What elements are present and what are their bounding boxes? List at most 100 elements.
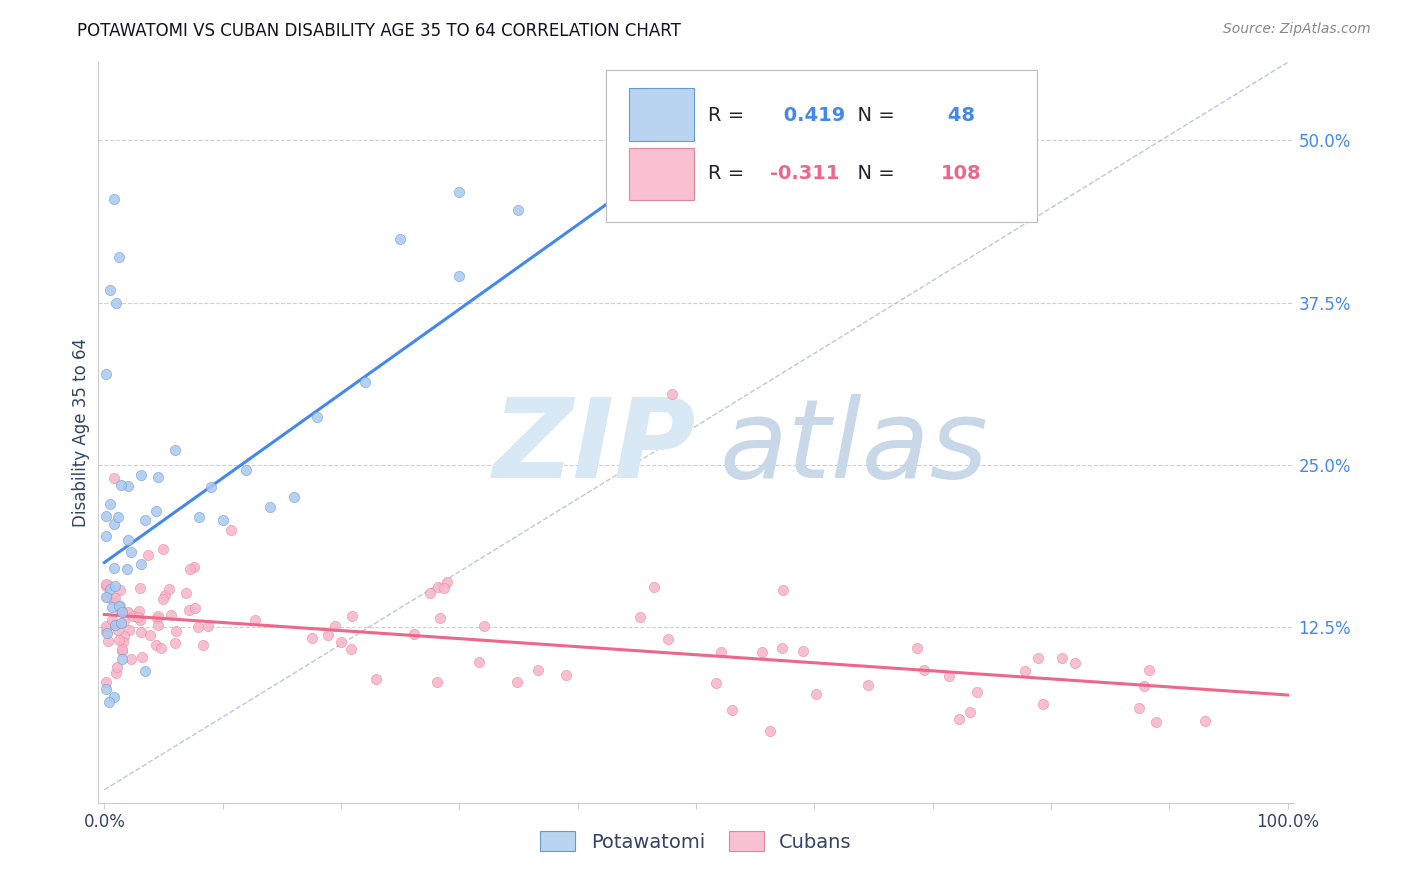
Point — [117, 479, 139, 493]
Point — [111, 652, 134, 666]
Point — [243, 613, 266, 627]
Point — [301, 632, 323, 646]
Point — [436, 575, 458, 590]
Point — [103, 471, 125, 485]
Point — [94, 577, 117, 591]
Text: 48: 48 — [941, 106, 974, 125]
Point — [127, 610, 149, 624]
Text: Source: ZipAtlas.com: Source: ZipAtlas.com — [1223, 22, 1371, 37]
Text: 0.419: 0.419 — [778, 106, 845, 125]
Point — [555, 668, 578, 682]
Point — [191, 638, 214, 652]
Point — [117, 533, 139, 547]
Point — [139, 628, 162, 642]
Point — [145, 504, 167, 518]
Point — [96, 590, 118, 604]
Point — [117, 606, 139, 620]
Point — [118, 623, 141, 637]
Point — [146, 609, 169, 624]
Point — [129, 468, 152, 483]
Text: 108: 108 — [941, 164, 981, 183]
Point — [758, 724, 780, 739]
Point — [103, 593, 125, 607]
Point — [101, 600, 124, 615]
Point — [129, 613, 152, 627]
Point — [527, 663, 550, 677]
Point — [426, 674, 449, 689]
Point — [108, 599, 131, 614]
Point — [105, 665, 128, 680]
Point — [340, 642, 363, 657]
Point — [129, 624, 152, 639]
Point — [128, 604, 150, 618]
Point — [472, 619, 495, 633]
Text: -0.311: -0.311 — [770, 164, 839, 183]
Point — [97, 633, 120, 648]
Point — [136, 548, 159, 562]
Point — [111, 643, 134, 657]
Point — [721, 703, 744, 717]
Point — [145, 638, 167, 652]
Point — [131, 557, 153, 571]
Point — [108, 603, 131, 617]
Point — [120, 545, 142, 559]
Point — [427, 580, 450, 594]
Point — [772, 582, 794, 597]
Point — [108, 599, 131, 613]
Point — [449, 268, 471, 283]
Point — [117, 561, 139, 575]
Point — [770, 640, 793, 655]
Point — [111, 605, 134, 619]
Point — [429, 611, 451, 625]
Point — [184, 601, 207, 615]
Point — [449, 186, 471, 200]
Point — [112, 629, 135, 643]
Point — [468, 655, 491, 669]
Point — [105, 660, 128, 674]
Point — [912, 663, 935, 677]
Point — [104, 618, 127, 632]
Point — [1144, 714, 1167, 729]
Point — [948, 712, 970, 726]
Point — [146, 611, 169, 625]
Text: N =: N = — [845, 164, 901, 183]
Point — [94, 681, 117, 696]
Point — [792, 644, 814, 658]
Point — [364, 672, 387, 686]
Point — [329, 635, 352, 649]
Point — [1026, 651, 1049, 665]
Point — [938, 669, 960, 683]
Point — [506, 674, 529, 689]
Point — [165, 624, 187, 638]
Point — [110, 478, 132, 492]
Point — [1128, 700, 1150, 714]
Point — [122, 609, 145, 624]
Point — [1063, 657, 1085, 671]
Point — [323, 619, 346, 633]
Point — [105, 295, 128, 310]
Point — [150, 641, 173, 656]
Point — [103, 579, 125, 593]
Text: N =: N = — [845, 106, 901, 125]
Point — [197, 619, 219, 633]
Text: ZIP: ZIP — [492, 394, 696, 501]
Point — [200, 480, 222, 494]
Point — [107, 250, 129, 264]
Point — [661, 386, 683, 401]
Point — [108, 582, 131, 597]
Point — [157, 582, 180, 597]
Point — [153, 588, 176, 602]
Point — [159, 607, 181, 622]
FancyBboxPatch shape — [628, 88, 693, 141]
Point — [751, 645, 773, 659]
Point — [966, 684, 988, 698]
Point — [389, 232, 412, 246]
Point — [283, 490, 305, 504]
Point — [103, 561, 125, 575]
Point — [177, 603, 200, 617]
Point — [94, 579, 117, 593]
Point — [96, 590, 118, 604]
Point — [96, 625, 118, 640]
Point — [183, 559, 205, 574]
Point — [704, 675, 727, 690]
